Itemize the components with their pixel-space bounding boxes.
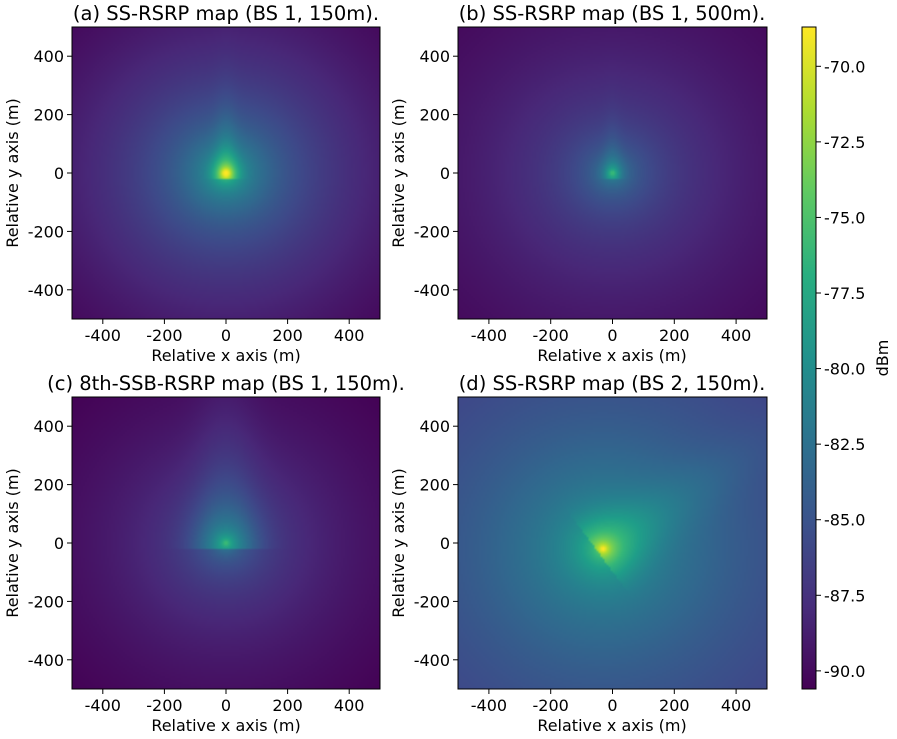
colorbar-frame (801, 26, 817, 690)
panel-c: (c) 8th-SSB-RSRP map (BS 1, 150m). -400-… (3, 372, 405, 735)
panel-d: (d) SS-RSRP map (BS 2, 150m). -400 -200 0 2… (389, 372, 768, 735)
panel-a-xlabel: Relative x axis (m) (151, 346, 300, 365)
panel-a-xtick-label: 200 (272, 326, 303, 345)
panel-d-ytick-label: 0 (440, 534, 450, 553)
panel-c-xtick-label: 0 (221, 696, 231, 715)
colorbar: -70.0 -72.5 -75.0 -77.5 -80.0 -82.5 -85.0 -87.5… (801, 26, 892, 690)
panel-a-ytick-label: 400 (33, 47, 64, 66)
panel-a-xtick-label: -200 (146, 326, 182, 345)
panel-a-heatmap (72, 27, 380, 319)
panel-b-ytick-label: -200 (414, 222, 450, 241)
panel-d-xtick-label: -200 (533, 696, 569, 715)
colorbar-tick-label: -85.0 (824, 511, 865, 530)
panel-c-ytick-label: -400 (28, 651, 64, 670)
colorbar-ticks: -70.0 -72.5 -75.0 -77.5 -80.0 -82.5 -85.0 -87.5… (816, 57, 865, 681)
panel-d-ytick-label: 400 (419, 417, 450, 436)
panel-b-xtick-label: -400 (471, 326, 507, 345)
panel-a-title: (a) SS-RSRP map (BS 1, 150m). (73, 2, 379, 25)
panel-c-ytick-label: -200 (28, 592, 64, 611)
panel-a-ytick-label: 200 (33, 106, 64, 125)
panel-d-xtick-label: 0 (607, 696, 617, 715)
panel-c-heatmap (72, 397, 380, 689)
panel-c-xtick-label: -400 (85, 696, 121, 715)
panel-d-xtick-label: -400 (471, 696, 507, 715)
panel-d-ylabel: Relative y axis (m) (389, 468, 408, 617)
colorbar-tick-label: -77.5 (824, 284, 865, 303)
colorbar-tick-label: -87.5 (824, 586, 865, 605)
panel-a-ytick-label: -200 (28, 222, 64, 241)
panel-d-heatmap (458, 397, 767, 689)
panel-d-title: (d) SS-RSRP map (BS 2, 150m). (459, 372, 766, 395)
colorbar-tick-label: -90.0 (824, 662, 865, 681)
panel-d-ytick-label: -400 (414, 651, 450, 670)
panel-b-xtick-label: 400 (721, 326, 752, 345)
panel-b-heatmap (458, 27, 767, 319)
panel-a-xtick-label: -400 (85, 326, 121, 345)
panel-c-xlabel: Relative x axis (m) (151, 716, 300, 735)
colorbar-label: dBm (873, 340, 892, 377)
panel-a-ticks: -400 -200 0 200 400 400 200 0 -200 -400 (28, 47, 365, 345)
panel-c-xtick-label: 200 (272, 696, 303, 715)
colorbar-tick-label: -72.5 (824, 133, 865, 152)
panel-b-xtick-label: -200 (533, 326, 569, 345)
panel-d-ticks: -400 -200 0 200 400 400 200 0 -200 -400 (414, 417, 752, 715)
panel-b-ylabel: Relative y axis (m) (389, 98, 408, 247)
panel-d-xlabel: Relative x axis (m) (537, 716, 686, 735)
colorbar-tick-label: -70.0 (824, 57, 865, 76)
panel-b-ticks: -400 -200 0 200 400 400 200 0 -200 -400 (414, 47, 752, 345)
panel-a-xtick-label: 400 (334, 326, 365, 345)
colorbar-tick-label: -80.0 (824, 360, 865, 379)
panel-b-ytick-label: 400 (419, 47, 450, 66)
colorbar-tick-label: -82.5 (824, 435, 865, 454)
panel-b-title: (b) SS-RSRP map (BS 1, 500m). (459, 2, 766, 25)
panel-b-xtick-label: 0 (607, 326, 617, 345)
panel-a-ytick-label: 0 (54, 164, 64, 183)
panel-c-ytick-label: 200 (33, 476, 64, 495)
panel-d-ytick-label: -200 (414, 592, 450, 611)
panel-d-ytick-label: 200 (419, 476, 450, 495)
panel-b: (b) SS-RSRP map (BS 1, 500m). -400 -200 0 2… (389, 2, 768, 365)
panel-c-ytick-label: 0 (54, 534, 64, 553)
panel-b-xlabel: Relative x axis (m) (537, 346, 686, 365)
panel-a-ytick-label: -400 (28, 281, 64, 300)
panel-c-xtick-label: -200 (146, 696, 182, 715)
panel-c-xtick-label: 400 (334, 696, 365, 715)
panel-a-xtick-label: 0 (221, 326, 231, 345)
panel-a: (a) SS-RSRP map (BS 1, 150m). -400 -200 0 2… (3, 2, 381, 365)
panel-c-ylabel: Relative y axis (m) (3, 468, 22, 617)
panel-d-xtick-label: 400 (721, 696, 752, 715)
panel-c-ytick-label: 400 (33, 417, 64, 436)
panel-a-ylabel: Relative y axis (m) (3, 98, 22, 247)
panel-c-title: (c) 8th-SSB-RSRP map (BS 1, 150m). (47, 372, 405, 395)
panel-b-ytick-label: -400 (414, 281, 450, 300)
panel-b-xtick-label: 200 (659, 326, 690, 345)
panel-d-xtick-label: 200 (659, 696, 690, 715)
panel-b-ytick-label: 0 (440, 164, 450, 183)
panel-c-ticks: -400 -200 0 200 400 400 200 0 -200 -400 (28, 417, 365, 715)
panel-b-ytick-label: 200 (419, 106, 450, 125)
colorbar-gradient (802, 27, 816, 689)
colorbar-tick-label: -75.0 (824, 208, 865, 227)
